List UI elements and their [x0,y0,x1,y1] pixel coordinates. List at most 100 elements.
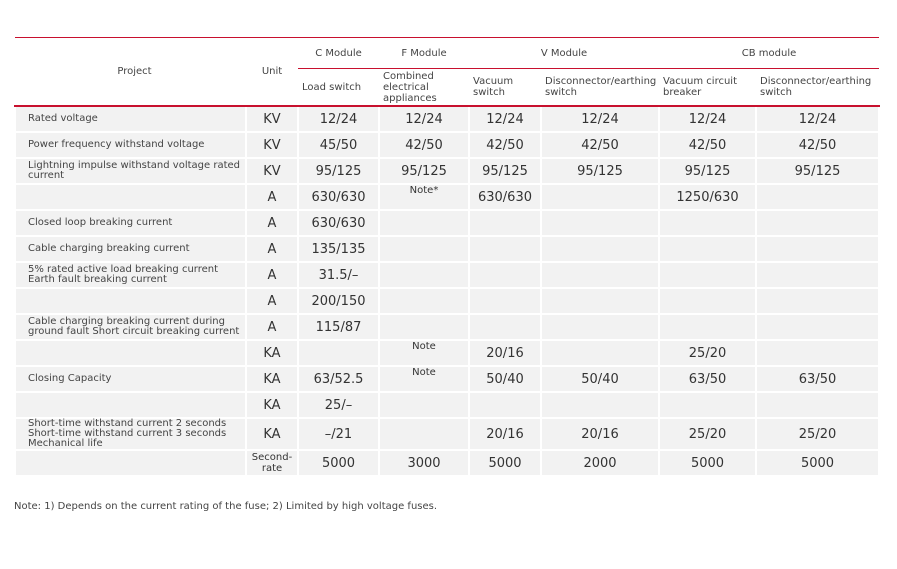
value-cell: 50/40 [539,365,661,393]
value-cell: 95/125 [468,157,542,185]
value-cell: 20/16 [468,339,542,367]
value-cell: 25/20 [658,339,758,367]
value-cell [468,287,542,315]
value-cell: 25/20 [755,417,881,451]
project-cell: Power frequency withstand voltage [14,131,247,159]
table-row: A 630/630 Note* 630/630 1250/630 [14,183,881,211]
value-cell: 42/50 [539,131,661,159]
group-header: F Module [379,37,469,69]
project-cell [14,449,247,477]
project-cell: Closed loop breaking current [14,209,247,237]
value-cell: 95/125 [658,157,758,185]
value-cell: 12/24 [755,105,881,133]
value-cell: 135/135 [297,235,380,263]
value-cell [755,391,881,419]
project-cell: Short-time withstand current 2 seconds S… [14,417,247,451]
value-cell [658,209,758,237]
value-cell [468,235,542,263]
project-cell [14,183,247,211]
value-cell: 42/50 [468,131,542,159]
header-unit: Unit [246,37,298,107]
table-row: Closing Capacity KA 63/52.5 Note 50/40 50/40 6… [14,365,881,393]
table-row: Power frequency withstand voltage KV 45/50… [14,131,881,159]
value-cell: 5000 [297,449,380,477]
header-project: Project [15,37,246,107]
unit-cell: A [245,287,299,315]
value-cell: Note* [378,183,470,211]
sub-header: Load switch [298,68,379,107]
unit-cell: KA [245,417,299,451]
project-cell [14,287,247,315]
value-cell [468,313,542,341]
value-cell [297,339,380,367]
unit-cell: KV [245,105,299,133]
value-cell: 20/16 [468,417,542,451]
unit-cell: Second-rate [245,449,299,477]
value-cell [658,235,758,263]
value-cell [539,261,661,289]
value-cell [658,261,758,289]
value-cell [378,313,470,341]
table-row: Lightning impulse withstand voltage rate… [14,157,881,185]
value-cell [378,209,470,237]
value-cell: 31.5/– [297,261,380,289]
sub-header: Vacuum switch [469,68,541,107]
value-cell: 12/24 [539,105,661,133]
value-cell: 50/40 [468,365,542,393]
value-cell [658,287,758,315]
project-cell [14,339,247,367]
group-header: CB module [659,37,880,69]
value-cell [468,261,542,289]
value-cell [539,287,661,315]
unit-cell: A [245,209,299,237]
value-cell: 630/630 [297,209,380,237]
value-cell: 200/150 [297,287,380,315]
value-cell: 630/630 [468,183,542,211]
spec-table: Project Unit C Module F Module V Module … [14,37,881,477]
value-cell [539,235,661,263]
unit-cell: KV [245,157,299,185]
group-header: C Module [298,37,379,69]
unit-cell: A [245,235,299,263]
value-cell: 42/50 [755,131,881,159]
table-row: KA 25/– [14,391,881,419]
spec-table-wrap: Project Unit C Module F Module V Module … [14,37,881,477]
value-cell: 1250/630 [658,183,758,211]
value-cell [755,339,881,367]
table-row: Closed loop breaking current A 630/630 [14,209,881,237]
value-cell [755,209,881,237]
value-cell: –/21 [297,417,380,451]
sub-header: Vacuum circuit breaker [659,68,757,107]
value-cell: 42/50 [378,131,470,159]
table-row: A 200/150 [14,287,881,315]
value-cell [378,391,470,419]
unit-cell: A [245,313,299,341]
value-cell [378,417,470,451]
value-cell [539,313,661,341]
unit-cell: KA [245,391,299,419]
unit-cell: KA [245,365,299,393]
value-cell: 12/24 [468,105,542,133]
value-cell [539,209,661,237]
value-cell: 20/16 [539,417,661,451]
table-row: KA Note 20/16 25/20 [14,339,881,367]
project-cell: Cable charging breaking current during g… [14,313,247,341]
value-cell: 3000 [378,449,470,477]
table-row: 5% rated active load breaking current Ea… [14,261,881,289]
table-row: Cable charging breaking current during g… [14,313,881,341]
sub-header: Disconnector/earthing switch [541,68,660,107]
value-cell [658,391,758,419]
value-cell: 12/24 [297,105,380,133]
project-cell: Rated voltage [14,105,247,133]
value-cell [539,183,661,211]
value-cell: 95/125 [539,157,661,185]
table-row: Cable charging breaking current A 135/135 [14,235,881,263]
value-cell [378,261,470,289]
value-cell: Note [378,365,470,393]
value-cell: Note [378,339,470,367]
value-cell: 63/50 [755,365,881,393]
value-cell [468,391,542,419]
value-cell [539,391,661,419]
unit-cell: KA [245,339,299,367]
table-row: Rated voltage KV 12/24 12/24 12/24 12/24 12/24… [14,105,881,133]
